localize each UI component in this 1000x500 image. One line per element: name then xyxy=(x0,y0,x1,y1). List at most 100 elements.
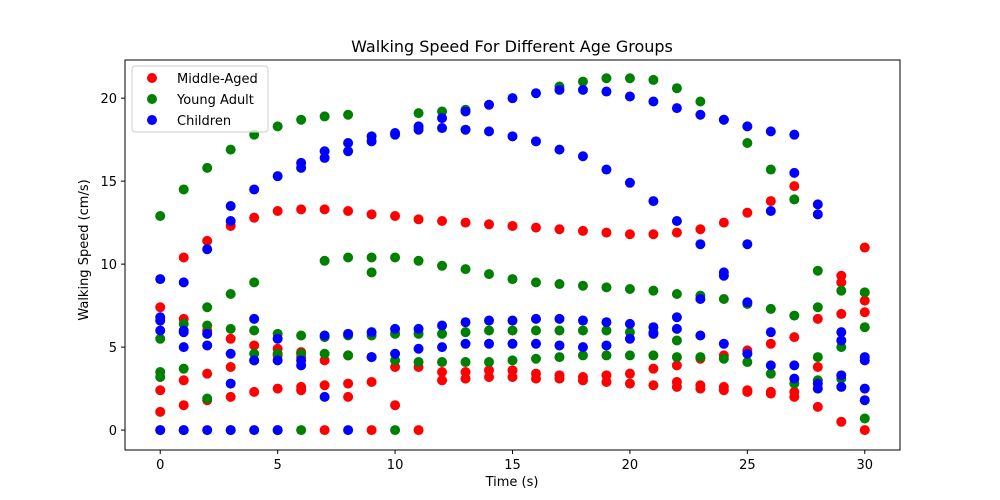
data-point xyxy=(507,371,518,382)
data-point xyxy=(366,252,377,263)
data-point xyxy=(178,363,189,374)
data-point xyxy=(624,333,635,344)
data-point xyxy=(859,413,870,424)
data-point xyxy=(671,227,682,238)
x-tick-label: 20 xyxy=(622,458,639,473)
data-point xyxy=(319,111,330,122)
data-point xyxy=(742,357,753,368)
data-point xyxy=(742,137,753,148)
data-point xyxy=(601,317,612,328)
data-point xyxy=(789,332,800,343)
data-point xyxy=(249,212,260,223)
data-point xyxy=(413,255,424,266)
data-point xyxy=(249,184,260,195)
data-point xyxy=(530,373,541,384)
data-point xyxy=(460,124,471,135)
data-point xyxy=(671,360,682,371)
data-point xyxy=(178,252,189,263)
data-point xyxy=(695,352,706,363)
data-point xyxy=(671,381,682,392)
data-point xyxy=(437,215,448,226)
data-point xyxy=(225,144,236,155)
data-point xyxy=(249,277,260,288)
data-point xyxy=(272,333,283,344)
data-point xyxy=(155,385,166,396)
data-point xyxy=(718,217,729,228)
data-point xyxy=(624,368,635,379)
data-point xyxy=(812,302,823,313)
data-point xyxy=(742,121,753,132)
data-point xyxy=(155,406,166,417)
data-point xyxy=(765,126,776,137)
data-point xyxy=(249,325,260,336)
data-point xyxy=(155,211,166,221)
data-point xyxy=(413,425,424,436)
data-point xyxy=(390,400,401,411)
data-point xyxy=(507,274,518,285)
data-point xyxy=(648,74,659,85)
data-point xyxy=(272,355,283,366)
data-point xyxy=(366,267,377,278)
data-point xyxy=(319,380,330,391)
data-point xyxy=(343,109,354,120)
data-point xyxy=(624,177,635,188)
data-point xyxy=(225,215,236,226)
data-point xyxy=(155,425,166,436)
data-point xyxy=(202,302,213,313)
data-point xyxy=(202,235,213,246)
data-point xyxy=(343,137,354,148)
data-point xyxy=(484,219,495,230)
data-point xyxy=(742,207,753,218)
data-point xyxy=(272,425,283,436)
data-point xyxy=(437,328,448,339)
data-point xyxy=(765,303,776,314)
data-point xyxy=(530,277,541,288)
data-point xyxy=(577,225,588,236)
data-point xyxy=(155,333,166,344)
chart-title: Walking Speed For Different Age Groups xyxy=(351,37,673,56)
data-point xyxy=(366,376,377,387)
data-point xyxy=(671,312,682,323)
legend-item: Children xyxy=(147,114,231,129)
legend-label: Young Adult xyxy=(176,93,254,108)
data-point xyxy=(765,327,776,338)
data-point xyxy=(178,184,189,195)
data-point xyxy=(789,129,800,140)
data-point xyxy=(225,333,236,344)
data-point xyxy=(343,328,354,339)
data-point xyxy=(202,320,213,331)
data-point xyxy=(812,265,823,276)
data-point xyxy=(554,144,565,155)
data-point xyxy=(202,340,213,351)
data-point xyxy=(577,325,588,336)
data-point xyxy=(742,239,753,250)
data-point xyxy=(765,368,776,379)
data-point xyxy=(225,391,236,402)
data-point xyxy=(812,401,823,412)
data-point xyxy=(554,279,565,290)
data-point xyxy=(836,308,847,319)
data-point xyxy=(155,274,166,285)
data-point xyxy=(343,425,354,436)
data-point xyxy=(319,348,330,359)
data-point xyxy=(272,171,283,182)
legend-marker xyxy=(147,73,157,83)
data-point xyxy=(742,348,753,359)
data-point xyxy=(718,353,729,364)
data-point xyxy=(695,109,706,120)
data-point xyxy=(812,209,823,220)
data-point xyxy=(742,297,753,308)
data-point xyxy=(648,196,659,207)
data-point xyxy=(624,229,635,240)
data-point xyxy=(554,352,565,363)
y-tick-label: 5 xyxy=(109,341,117,356)
data-point xyxy=(484,99,495,110)
data-point xyxy=(296,330,307,341)
data-point xyxy=(695,383,706,394)
data-point xyxy=(366,327,377,338)
data-point xyxy=(601,86,612,97)
data-point xyxy=(343,252,354,263)
data-point xyxy=(718,114,729,125)
data-point xyxy=(836,416,847,427)
data-point xyxy=(225,201,236,212)
